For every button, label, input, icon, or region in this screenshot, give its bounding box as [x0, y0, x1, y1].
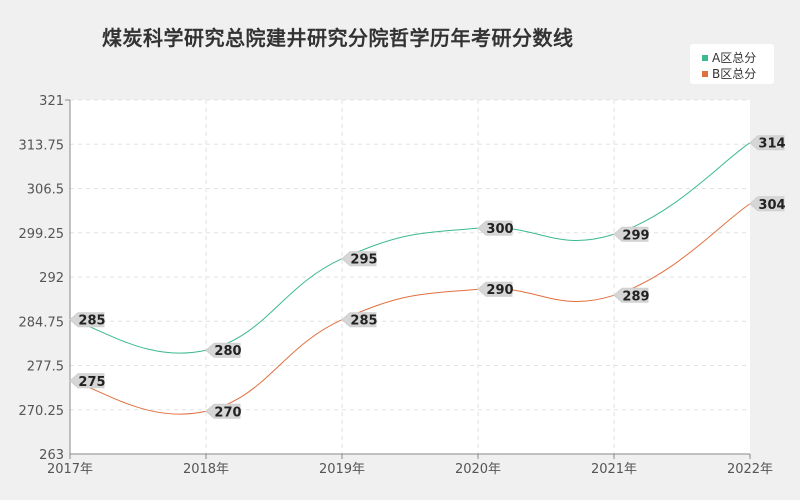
- x-tick-label: 2018年: [183, 462, 229, 477]
- legend-label-b: B区总分: [712, 67, 757, 81]
- data-label: 314: [758, 137, 785, 152]
- y-tick-label: 292: [39, 271, 64, 286]
- data-label-bg: [613, 287, 649, 303]
- y-tick-label: 284.75: [19, 315, 65, 330]
- data-label: 295: [350, 253, 377, 268]
- series-line-b: [69, 203, 751, 415]
- data-label: 285: [78, 314, 105, 329]
- data-label: 270: [214, 405, 241, 420]
- data-label: 275: [78, 375, 105, 390]
- x-tick-label: 2019年: [319, 462, 365, 477]
- data-label-bg: [477, 220, 513, 236]
- y-tick-label: 277.5: [27, 360, 64, 375]
- data-label: 290: [486, 283, 513, 298]
- data-label: 299: [622, 228, 649, 243]
- x-tick-label: 2022年: [727, 462, 773, 477]
- legend-item-a[interactable]: A区总分: [702, 49, 756, 66]
- data-label-bg: [341, 251, 377, 267]
- y-tick-label: 263: [39, 448, 64, 463]
- legend: A区总分 B区总分: [690, 44, 774, 84]
- data-label-bg: [613, 226, 649, 242]
- y-tick-label: 313.75: [19, 138, 65, 153]
- y-tick-label: 306.5: [27, 183, 64, 198]
- legend-item-b[interactable]: B区总分: [702, 65, 756, 82]
- data-label-bg: [205, 403, 241, 419]
- chart-title: 煤炭科学研究总院建井研究分院哲学历年考研分数线: [102, 26, 574, 50]
- data-label: 304: [758, 198, 785, 213]
- data-label: 285: [350, 314, 377, 329]
- x-tick-label: 2021年: [591, 462, 637, 477]
- data-label-bg: [749, 135, 785, 151]
- data-label-bg: [69, 312, 105, 328]
- x-tick-label: 2020年: [455, 462, 501, 477]
- legend-label-a: A区总分: [712, 51, 757, 65]
- x-tick-label: 2017年: [47, 462, 93, 477]
- data-label-bg: [69, 373, 105, 389]
- legend-marker-a: [702, 54, 708, 61]
- data-label-bg: [477, 281, 513, 297]
- data-label-bg: [341, 312, 377, 328]
- y-tick-label: 270.25: [19, 404, 65, 419]
- y-tick-label: 299.25: [19, 227, 65, 242]
- data-label: 289: [622, 289, 649, 304]
- data-label: 300: [486, 222, 513, 237]
- data-label: 280: [214, 344, 241, 359]
- data-label-bg: [749, 196, 785, 212]
- series-line-a: [69, 142, 751, 354]
- y-tick-label: 321: [39, 94, 64, 109]
- legend-marker-b: [702, 70, 708, 77]
- data-label-bg: [205, 342, 241, 358]
